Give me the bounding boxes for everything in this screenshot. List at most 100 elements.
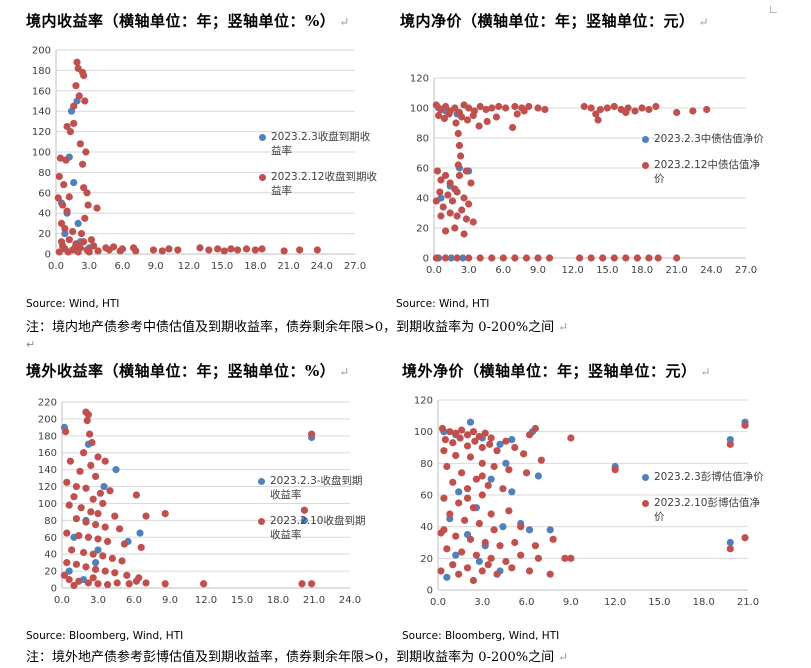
data-point-series2 — [73, 58, 81, 66]
data-point-series1 — [74, 219, 82, 227]
data-point-series2 — [77, 230, 86, 238]
data-point-series2 — [622, 108, 630, 117]
data-point-series2 — [437, 176, 445, 184]
data-point-series2 — [463, 431, 472, 439]
x-tick-label: 21.0 — [666, 265, 688, 276]
data-point-series2 — [465, 104, 473, 112]
y-tick-label: 60 — [420, 491, 433, 502]
data-point-series2 — [645, 105, 653, 114]
y-tick-label: 0 — [427, 586, 433, 597]
data-point-series2 — [469, 576, 478, 585]
data-point-series2 — [741, 534, 749, 542]
x-tick-label: 12.0 — [604, 597, 626, 608]
data-point-series1 — [466, 418, 475, 426]
data-point-series2 — [280, 247, 288, 255]
data-point-series2 — [449, 478, 457, 486]
data-point-series1 — [525, 526, 534, 534]
data-point-series2 — [478, 567, 486, 575]
footnote-offshore: 注：境外地产债参考彭博估值及到期收益率，债券剩余年限>0，到期收益率为 0-20… — [26, 650, 569, 665]
data-point-series2 — [476, 254, 484, 262]
x-tick-label: 24.0 — [339, 595, 361, 606]
data-point-series2 — [502, 557, 510, 566]
data-point-series1 — [726, 538, 734, 547]
data-point-series2 — [487, 434, 495, 442]
data-point-series2 — [298, 580, 306, 588]
data-point-series1 — [496, 440, 504, 448]
data-point-series2 — [132, 491, 140, 499]
data-point-series2 — [437, 212, 445, 220]
data-point-series2 — [439, 203, 447, 211]
data-point-series2 — [638, 104, 646, 112]
data-point-series2 — [458, 469, 466, 477]
y-tick-label: 180 — [32, 66, 51, 77]
data-point-series2 — [142, 512, 150, 520]
data-point-series2 — [471, 437, 479, 445]
data-point-series2 — [496, 542, 504, 550]
data-point-series2 — [645, 254, 653, 262]
data-point-series2 — [142, 579, 150, 587]
data-point-series2 — [443, 545, 451, 553]
data-point-series2 — [493, 570, 501, 578]
data-point-series2 — [300, 506, 308, 514]
data-point-series2 — [534, 554, 542, 562]
data-point-series2 — [610, 254, 618, 262]
data-point-series1 — [508, 435, 516, 444]
legend-dot-red — [642, 162, 649, 169]
x-tick-label: 27.0 — [735, 265, 757, 276]
data-point-series2 — [622, 254, 630, 262]
data-point-series2 — [587, 254, 595, 262]
data-point-series2 — [432, 197, 440, 205]
data-point-series2 — [94, 453, 102, 461]
data-point-series2 — [451, 224, 459, 232]
data-point-series1 — [475, 557, 483, 566]
data-point-series2 — [61, 224, 69, 233]
y-tick-label: 120 — [410, 74, 429, 85]
data-point-series2 — [200, 580, 208, 588]
data-point-series2 — [137, 543, 145, 552]
data-point-series2 — [59, 201, 67, 209]
data-point-series2 — [111, 569, 119, 577]
data-point-series2 — [505, 466, 513, 474]
data-point-series2 — [534, 254, 542, 262]
data-point-series2 — [82, 484, 90, 492]
y-tick-label: 100 — [38, 499, 57, 510]
data-point-series2 — [463, 116, 472, 124]
data-point-series2 — [165, 245, 173, 253]
data-point-series2 — [481, 429, 489, 437]
data-point-series2 — [93, 204, 101, 212]
data-point-series2 — [522, 254, 531, 262]
data-point-series2 — [463, 442, 472, 450]
legend-offshore-yield: 2023.2.3-收盘到期收益率 2023.2.10收盘到期收益率 — [256, 474, 371, 554]
y-tick-label: 20 — [416, 224, 429, 235]
data-point-series2 — [132, 247, 140, 255]
data-point-series2 — [466, 535, 475, 543]
data-point-series2 — [448, 197, 457, 205]
data-point-series2 — [433, 167, 442, 175]
data-point-series2 — [443, 462, 451, 471]
data-point-series2 — [475, 519, 483, 528]
data-point-series2 — [94, 535, 102, 543]
data-point-series2 — [441, 171, 450, 180]
data-point-series2 — [460, 516, 469, 524]
data-point-series2 — [472, 475, 480, 483]
legend-domestic-yield: 2023.2.3收盘到期收益率 2023.2.12收盘到期收益率 — [257, 130, 377, 210]
data-point-series2 — [458, 548, 466, 556]
data-point-series1 — [459, 254, 467, 262]
x-tick-label: 0.0 — [54, 595, 70, 606]
data-point-series2 — [76, 467, 84, 475]
data-point-series2 — [63, 122, 71, 131]
data-point-series2 — [446, 179, 454, 187]
data-point-series2 — [76, 140, 84, 148]
data-point-series2 — [82, 518, 90, 526]
data-point-series2 — [80, 548, 88, 557]
data-point-series2 — [65, 501, 73, 509]
data-point-series1 — [65, 567, 73, 575]
data-point-series2 — [258, 245, 266, 253]
data-point-series1 — [443, 573, 451, 581]
data-point-series1 — [499, 523, 507, 531]
data-point-series2 — [726, 545, 734, 553]
data-point-series2 — [174, 246, 182, 254]
data-point-series2 — [460, 230, 468, 238]
data-point-series2 — [453, 188, 461, 196]
source-label: Source: Wind, HTI — [26, 298, 120, 310]
